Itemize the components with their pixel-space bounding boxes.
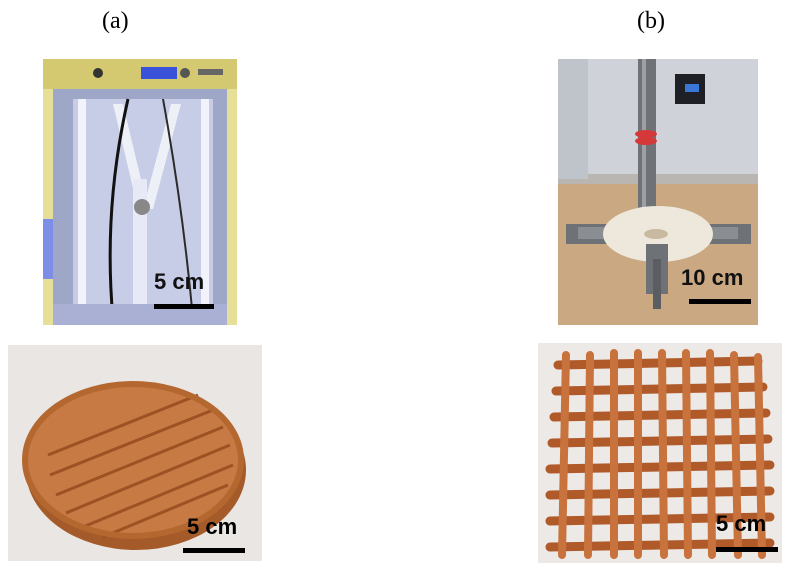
gantry-printer-photo xyxy=(558,59,758,325)
panel-label-b: (b) xyxy=(637,8,665,34)
delta-printer-photo xyxy=(43,59,237,325)
scale-bar-a-top xyxy=(154,304,214,309)
scale-bar-b-top xyxy=(689,299,751,304)
scale-label-b-bottom: 5 cm xyxy=(716,511,767,536)
scale-label-b-top: 10 cm xyxy=(681,265,744,290)
scale-bar-b-bottom xyxy=(716,547,778,552)
printed-lattice-photo xyxy=(538,343,782,563)
printed-disc-photo xyxy=(8,345,262,561)
scale-label-a-bottom: 5 cm xyxy=(187,514,238,539)
scale-bar-a-bottom xyxy=(183,548,245,553)
panel-label-a: (a) xyxy=(102,8,129,34)
scale-label-a-top: 5 cm xyxy=(154,269,205,294)
